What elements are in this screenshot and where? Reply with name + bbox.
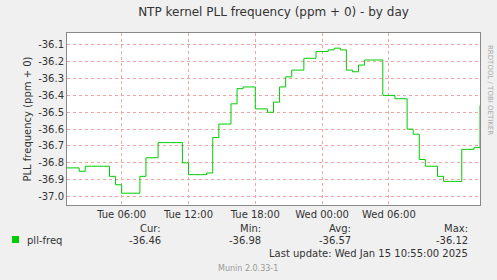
svg-text:-36.9: -36.9 (38, 174, 64, 185)
svg-text:-36.46: -36.46 (129, 235, 161, 246)
svg-text:-36.57: -36.57 (319, 235, 351, 246)
svg-text:NTP kernel PLL frequency (ppm: NTP kernel PLL frequency (ppm + 0) - by … (138, 5, 409, 19)
svg-text:-36.6: -36.6 (38, 124, 64, 135)
svg-text:-36.2: -36.2 (38, 56, 64, 67)
svg-text:Cur:: Cur: (140, 223, 161, 234)
svg-text:pll-freq: pll-freq (27, 235, 62, 246)
svg-text:-37.0: -37.0 (38, 191, 64, 202)
svg-text:Tue 18:00: Tue 18:00 (230, 209, 280, 220)
svg-text:RRDTOOL / TOBI OETIKER: RRDTOOL / TOBI OETIKER (486, 45, 494, 135)
svg-text:Wed 00:00: Wed 00:00 (295, 209, 349, 220)
svg-text:-36.4: -36.4 (38, 90, 64, 101)
svg-text:-36.12: -36.12 (436, 235, 468, 246)
svg-text:-36.3: -36.3 (38, 73, 64, 84)
svg-text:Max:: Max: (444, 223, 468, 234)
svg-text:Min:: Min: (240, 223, 261, 234)
svg-text:-36.98: -36.98 (229, 235, 261, 246)
svg-text:-36.5: -36.5 (38, 107, 64, 118)
svg-text:Last update: Wed Jan 15 10:55:: Last update: Wed Jan 15 10:55:00 2025 (269, 248, 468, 259)
svg-text:Tue 12:00: Tue 12:00 (163, 209, 213, 220)
svg-text:Tue 06:00: Tue 06:00 (96, 209, 146, 220)
svg-text:Avg:: Avg: (329, 223, 351, 234)
svg-text:Wed 06:00: Wed 06:00 (362, 209, 416, 220)
svg-text:-36.7: -36.7 (38, 140, 64, 151)
svg-text:-36.8: -36.8 (38, 157, 64, 168)
svg-text:Munin 2.0.33-1: Munin 2.0.33-1 (218, 264, 278, 273)
svg-text:-36.1: -36.1 (38, 39, 64, 50)
svg-text:PLL frequency (ppm + 0): PLL frequency (ppm + 0) (22, 56, 33, 181)
